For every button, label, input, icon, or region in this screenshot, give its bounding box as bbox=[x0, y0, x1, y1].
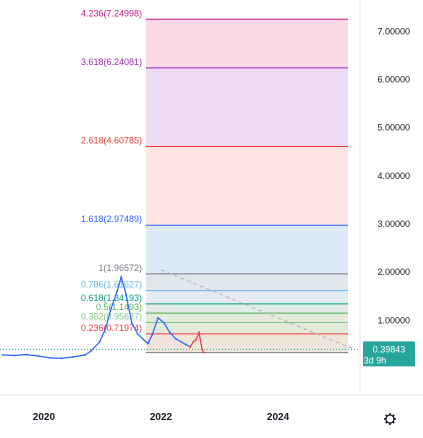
data-point bbox=[168, 331, 171, 334]
gear-ring bbox=[385, 414, 395, 424]
price-axis[interactable]: 7.00000 6.00000 5.00000 4.00000 3.00000 2.000… bbox=[359, 0, 423, 395]
data-point bbox=[130, 321, 133, 324]
data-point bbox=[136, 332, 139, 335]
fib-label-0.236: 0.236(0.71974) bbox=[81, 323, 142, 333]
data-point bbox=[25, 353, 28, 356]
fib-zone-1 bbox=[146, 273, 348, 291]
current-price-badge bbox=[363, 341, 415, 367]
data-point bbox=[98, 341, 101, 343]
data-point bbox=[202, 351, 205, 354]
data-point bbox=[189, 345, 192, 348]
data-point bbox=[180, 341, 183, 343]
data-point bbox=[120, 276, 123, 278]
y-tick-label: 5.00000 bbox=[377, 123, 410, 133]
fib-label-0.786: 0.786(1.61627) bbox=[81, 280, 142, 290]
fib-label-1: 1(1.96572) bbox=[98, 263, 142, 273]
fib-zone-0.618 bbox=[146, 303, 348, 314]
data-point bbox=[157, 317, 159, 319]
y-tick-label: 1.00000 bbox=[377, 315, 410, 325]
data-point bbox=[192, 341, 195, 343]
data-point bbox=[110, 307, 113, 310]
data-point bbox=[2, 354, 4, 356]
data-point bbox=[104, 328, 107, 330]
time-axis[interactable]: 2020 2022 2024 bbox=[0, 394, 423, 423]
fib-zone-0.382 bbox=[146, 322, 348, 334]
price-axis-bg bbox=[360, 0, 423, 395]
fib-label-1.618: 1.618(2.97489) bbox=[81, 214, 142, 224]
data-point bbox=[60, 357, 63, 360]
fib-fills bbox=[146, 19, 348, 353]
countdown-label: 3d 9h bbox=[364, 355, 387, 365]
data-point bbox=[195, 338, 197, 341]
data-point bbox=[124, 292, 127, 295]
fib-label-0.618: 0.618(1.34193) bbox=[81, 293, 142, 303]
fib-label-2.618: 2.618(4.60785) bbox=[81, 136, 142, 146]
data-point bbox=[116, 290, 118, 293]
fib-zone-0.786 bbox=[146, 290, 348, 304]
fib-zone-4.236 bbox=[146, 19, 348, 68]
data-point bbox=[151, 333, 154, 336]
x-tick-label: 2022 bbox=[150, 412, 173, 423]
y-tick-label: 3.00000 bbox=[377, 219, 410, 229]
data-point bbox=[83, 354, 86, 356]
gear-icon[interactable] bbox=[384, 413, 396, 425]
data-point bbox=[13, 354, 16, 357]
data-point bbox=[174, 337, 177, 340]
data-point bbox=[198, 331, 200, 334]
fib-zone-3.618 bbox=[146, 67, 348, 147]
fib-zone-1.618 bbox=[146, 225, 348, 274]
price-series bbox=[2, 274, 205, 360]
y-tick-label: 7.00000 bbox=[377, 26, 410, 36]
data-point bbox=[37, 355, 39, 357]
data-point bbox=[184, 343, 187, 346]
data-point bbox=[147, 342, 149, 345]
data-point bbox=[48, 357, 51, 359]
data-point bbox=[89, 350, 92, 353]
fib-zone-2.618 bbox=[146, 146, 348, 226]
y-tick-label: 6.00000 bbox=[377, 74, 410, 84]
fib-label-3.618: 3.618(6.24081) bbox=[81, 57, 142, 67]
x-tick-label: 2020 bbox=[33, 412, 56, 423]
x-tick-label: 2024 bbox=[267, 412, 290, 423]
fib-lines bbox=[146, 18, 348, 354]
data-point bbox=[163, 321, 165, 324]
fib-label-0.5: 0.5(1.1493) bbox=[96, 302, 142, 312]
fib-label-4.236: 4.236(7.24998) bbox=[81, 8, 142, 18]
data-point bbox=[72, 356, 75, 358]
fib-labels: 4.236(7.24998) 3.618(6.24081) 2.618(4.6078… bbox=[81, 8, 142, 333]
fib-zone-0.5 bbox=[146, 313, 348, 323]
current-price-value: 0.39843 bbox=[373, 344, 406, 354]
data-point bbox=[142, 338, 145, 341]
y-tick-label: 2.00000 bbox=[377, 267, 410, 277]
fib-label-0.382: 0.382(0.95627) bbox=[81, 311, 142, 321]
y-tick-label: 4.00000 bbox=[377, 171, 410, 181]
